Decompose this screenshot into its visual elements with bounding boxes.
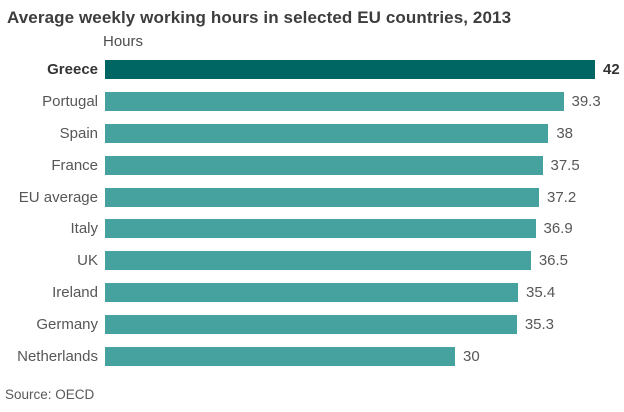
chart-row: Spain 38 — [0, 118, 624, 150]
chart-row: Germany 35.3 — [0, 308, 624, 340]
value-label: 42 — [603, 61, 620, 79]
category-label: Germany — [36, 315, 98, 333]
bar — [105, 92, 564, 112]
value-label: 37.2 — [547, 188, 577, 206]
value-label: 35.3 — [524, 315, 555, 333]
source-note: Source: OECD — [5, 386, 95, 402]
chart-row: EU average 37.2 — [0, 181, 624, 213]
bar — [105, 346, 455, 366]
chart-row: France 37.5 — [0, 149, 624, 181]
bar — [105, 123, 549, 143]
category-label: Ireland — [52, 283, 98, 301]
bar-chart-rows: Greece 42 Portugal 39.3 Spain 38 France … — [0, 54, 624, 372]
bar — [105, 282, 518, 302]
value-label: 38 — [556, 124, 574, 142]
bar — [105, 187, 539, 207]
category-label: Italy — [70, 220, 98, 238]
chart-row: Netherlands 30 — [0, 340, 624, 372]
category-label: Portugal — [42, 93, 98, 111]
chart-title: Average weekly working hours in selected… — [7, 8, 512, 27]
chart-row: Portugal 39.3 — [0, 86, 624, 118]
chart-row: Greece 42 — [0, 54, 624, 86]
bar — [105, 251, 531, 271]
bar — [105, 155, 543, 175]
category-label: UK — [77, 252, 98, 270]
value-label: 37.5 — [550, 156, 580, 174]
axis-label-hours: Hours — [103, 33, 144, 50]
category-label: EU average — [18, 188, 98, 206]
bar — [105, 219, 536, 239]
category-label: France — [51, 156, 98, 174]
bar — [105, 60, 595, 80]
value-label: 35.4 — [526, 283, 556, 301]
chart-row: Ireland 35.4 — [0, 277, 624, 309]
category-label: Netherlands — [17, 347, 98, 365]
category-label: Spain — [59, 124, 98, 142]
chart-row: Italy 36.9 — [0, 213, 624, 245]
value-label: 36.5 — [538, 252, 569, 270]
chart-row: UK 36.5 — [0, 245, 624, 277]
value-label: 36.9 — [543, 220, 573, 238]
value-label: 30 — [463, 347, 480, 365]
value-label: 39.3 — [571, 93, 601, 111]
category-label: Greece — [47, 61, 98, 79]
bar — [105, 314, 517, 334]
